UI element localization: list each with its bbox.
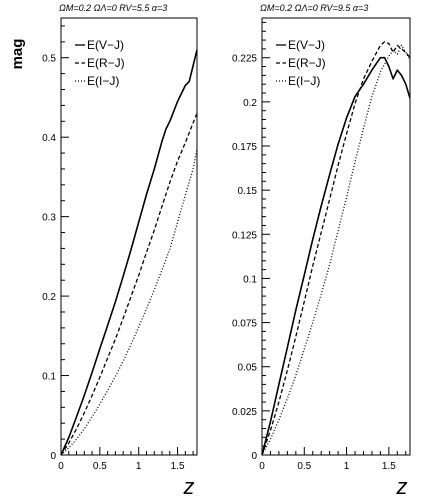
y-tick-label: 0.5 xyxy=(42,54,56,65)
y-tick-label: 0.2 xyxy=(42,292,56,303)
legend-label: E(I−J) xyxy=(288,74,320,88)
y-tick-label: 0.125 xyxy=(232,230,257,241)
y-tick-label: 0.1 xyxy=(42,372,56,383)
y-tick-label: 0.1 xyxy=(243,274,257,285)
panel-title: ΩM=0.2 ΩΛ=0 RV=9.5 α=3 xyxy=(260,3,368,13)
plot-frame xyxy=(261,17,411,456)
x-axis-title: z xyxy=(396,474,408,499)
x-tick-label: 1.5 xyxy=(382,461,396,472)
plot-frame xyxy=(60,17,198,456)
y-tick-label: 0.15 xyxy=(238,186,258,197)
panel-title: ΩM=0.2 ΩΛ=0 RV=5.5 α=3 xyxy=(59,3,167,13)
y-tick-label: 0.4 xyxy=(42,133,56,144)
series-line-3 xyxy=(261,44,411,456)
right-panel: ΩM=0.2 ΩΛ=0 RV=9.5 α=3 0 0.5 1 1.5 0 0.025 0.05… xyxy=(232,3,411,499)
y-tick-label: 0 xyxy=(251,451,257,462)
x-tick-label: 0.5 xyxy=(297,461,311,472)
legend-label: E(R−J) xyxy=(87,56,125,70)
x-tick-label: 0 xyxy=(58,461,64,472)
legend-label: E(I−J) xyxy=(87,74,119,88)
legend-label: E(V−J) xyxy=(288,38,325,52)
legend-label: E(R−J) xyxy=(288,56,326,70)
y-tick-label: 0.175 xyxy=(232,142,257,153)
series-line-3 xyxy=(60,148,198,456)
y-axis-title: mag xyxy=(9,39,26,70)
x-tick-label: 1 xyxy=(136,461,142,472)
y-tick-label: 0.225 xyxy=(232,54,257,65)
y-tick-label: 0.2 xyxy=(243,98,257,109)
y-tick-label: 0.075 xyxy=(232,319,257,330)
series-line-2 xyxy=(60,113,198,456)
x-tick-label: 1 xyxy=(344,461,350,472)
series-line-1 xyxy=(60,49,198,456)
series-line-1 xyxy=(261,56,411,456)
x-tick-label: 1.5 xyxy=(171,461,185,472)
y-tick-label: 0.025 xyxy=(232,407,257,418)
y-tick-label: 0.05 xyxy=(238,363,258,374)
y-tick-label: 0 xyxy=(50,451,56,462)
left-panel: ΩM=0.2 ΩΛ=0 RV=5.5 α=3 0 0.5 1 1.5 0 0.1 0.2 0.3… xyxy=(42,3,198,499)
x-tick-label: 0.5 xyxy=(93,461,107,472)
y-tick-label: 0.3 xyxy=(42,213,56,224)
x-tick-label: 0 xyxy=(259,461,265,472)
x-axis-title: z xyxy=(183,474,195,499)
series-line-2 xyxy=(261,41,411,456)
legend-label: E(V−J) xyxy=(87,38,124,52)
